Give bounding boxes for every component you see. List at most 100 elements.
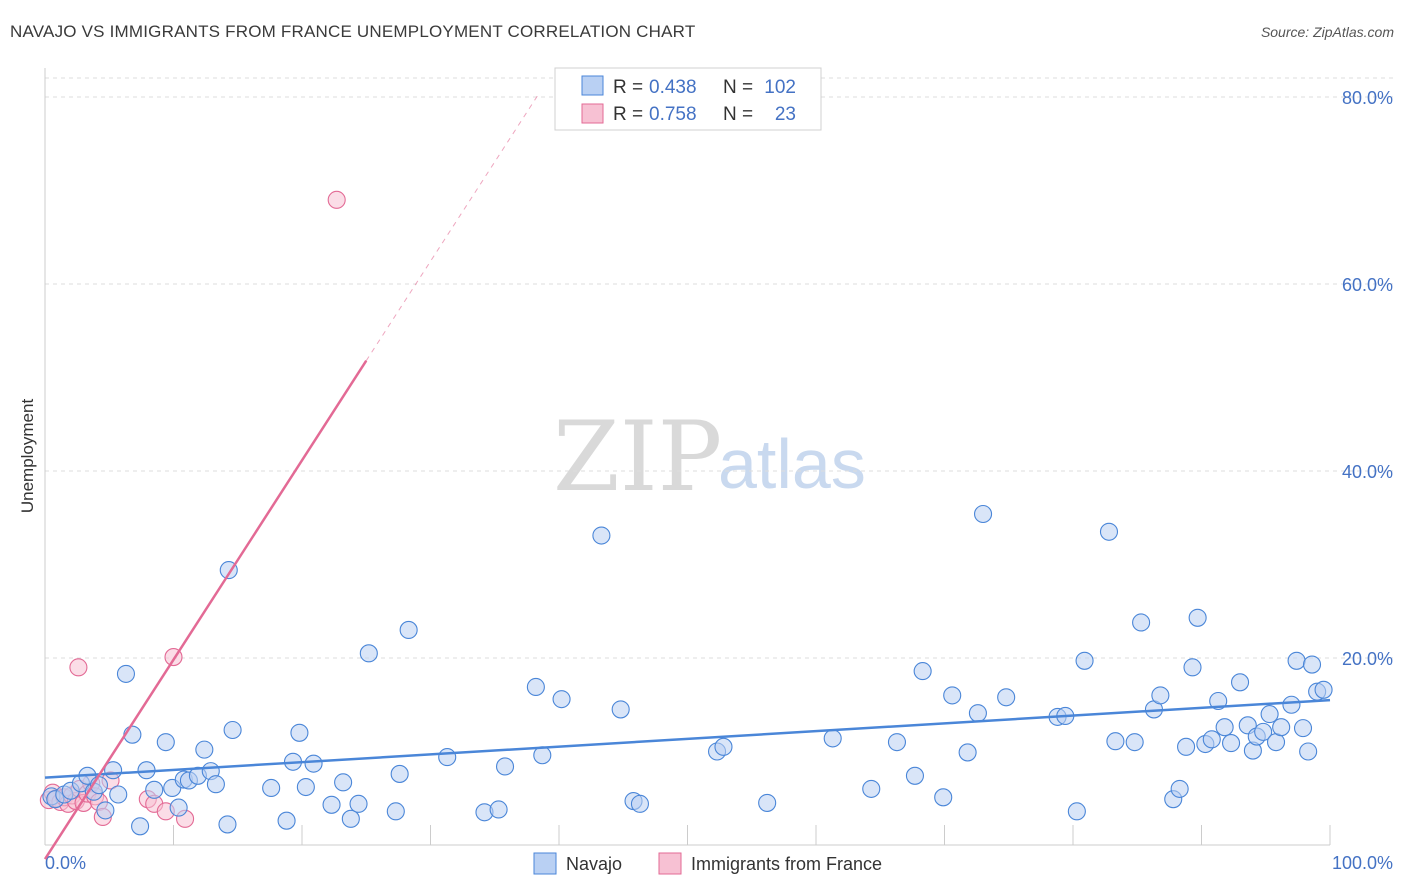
legend-swatch-france (581, 103, 604, 124)
navajo-point (1209, 691, 1228, 711)
navajo-point (552, 690, 571, 709)
navajo-point (322, 795, 341, 814)
navajo-point (1202, 730, 1221, 749)
bottom-legend-swatch-navajo (533, 852, 557, 875)
navajo-point (349, 794, 368, 813)
navajo-point (109, 785, 128, 804)
navajo-point (1215, 718, 1234, 737)
france-trend-extension (365, 92, 541, 361)
navajo-point (592, 526, 611, 545)
navajo-point (973, 504, 993, 524)
navajo-point (611, 700, 630, 719)
legend-n-value-france: 23 (775, 104, 796, 125)
navajo-series (42, 504, 1333, 836)
navajo-point (359, 644, 378, 663)
navajo-point (1254, 722, 1273, 741)
navajo-point (1287, 651, 1306, 670)
legend-n-value-navajo: 102 (764, 77, 796, 98)
watermark-zip: ZIP (553, 401, 722, 513)
navajo-point (1299, 742, 1318, 761)
navajo-point (290, 723, 309, 742)
navajo-point (758, 793, 777, 812)
y-tick-label: 20.0% (1342, 649, 1393, 669)
bottom-legend-label-france: Immigrants from France (691, 854, 882, 874)
navajo-point (1302, 655, 1322, 674)
navajo-point (1183, 658, 1202, 677)
navajo-point (277, 811, 296, 830)
bottom-legend-label-navajo: Navajo (566, 854, 622, 874)
legend-n-label-navajo: N = (723, 77, 753, 98)
navajo-point (714, 737, 733, 756)
france-trend-line (43, 359, 368, 860)
navajo-point (1151, 686, 1170, 705)
navajo-point (968, 704, 987, 723)
navajo-point (1231, 673, 1250, 692)
navajo-point (526, 677, 545, 697)
gridlines (45, 77, 1393, 659)
navajo-point (218, 815, 237, 834)
x-tick-label-max: 100.0% (1332, 853, 1393, 873)
navajo-point (913, 662, 932, 681)
navajo-point (296, 777, 315, 797)
y-tick-label: 60.0% (1342, 275, 1393, 295)
navajo-point (1260, 705, 1279, 724)
navajo-point (997, 688, 1016, 707)
x-ticks (173, 825, 1331, 845)
navajo-point (206, 775, 225, 794)
navajo-point (341, 809, 360, 828)
y-axis-title: Unemployment (18, 399, 37, 514)
trend-lines (43, 92, 1331, 860)
y-tick-label: 80.0% (1342, 88, 1393, 108)
watermark-atlas: atlas (718, 425, 866, 503)
navajo-point (887, 733, 907, 752)
bottom-legend-swatch-france (658, 852, 682, 875)
navajo-trend-line (44, 698, 1331, 779)
navajo-point (934, 788, 953, 807)
navajo-point (823, 729, 842, 748)
navajo-point (438, 748, 457, 767)
navajo-point (495, 757, 515, 776)
navajo-point (1132, 613, 1151, 632)
navajo-point (1125, 733, 1144, 752)
navajo-point (1075, 651, 1094, 670)
navajo-point (1188, 608, 1207, 627)
navajo-point (195, 740, 214, 759)
france-point (69, 658, 88, 677)
navajo-point (1272, 718, 1291, 737)
france-point (327, 190, 346, 209)
navajo-point (334, 773, 353, 792)
navajo-point (905, 766, 924, 785)
source-label: Source: ZipAtlas.com (1260, 24, 1394, 40)
legend-r-label-navajo: R = (613, 77, 643, 98)
legend-n-label-france: N = (723, 104, 753, 125)
navajo-point (1282, 695, 1301, 714)
navajo-point (156, 733, 175, 752)
navajo-point (943, 686, 962, 705)
navajo-point (1177, 737, 1196, 756)
navajo-point (1314, 680, 1333, 699)
legend-r-value-navajo: 0.438 (649, 77, 697, 98)
x-tick-label-min: 0.0% (45, 853, 86, 873)
navajo-point (304, 754, 323, 773)
legend-r-value-france: 0.758 (649, 104, 697, 125)
navajo-point (489, 800, 508, 819)
navajo-point (1222, 734, 1241, 753)
navajo-point (533, 746, 552, 765)
navajo-point (390, 764, 409, 783)
correlation-legend: R = 0.438 N = 102 R = 0.758 N = 23 (554, 67, 822, 131)
navajo-point (399, 620, 418, 640)
navajo-point (169, 798, 188, 817)
navajo-point (1099, 522, 1119, 541)
navajo-point (1170, 779, 1189, 798)
navajo-point (630, 794, 650, 813)
navajo-point (1293, 719, 1313, 738)
y-tick-label: 40.0% (1342, 462, 1393, 482)
y-tick-labels: 20.0% 40.0% 60.0% 80.0% (1342, 88, 1393, 669)
navajo-point (116, 664, 136, 683)
navajo-point (145, 780, 164, 799)
navajo-point (131, 817, 150, 836)
navajo-point (223, 720, 242, 740)
chart-title: NAVAJO VS IMMIGRANTS FROM FRANCE UNEMPLO… (10, 22, 696, 41)
navajo-point (386, 802, 405, 821)
